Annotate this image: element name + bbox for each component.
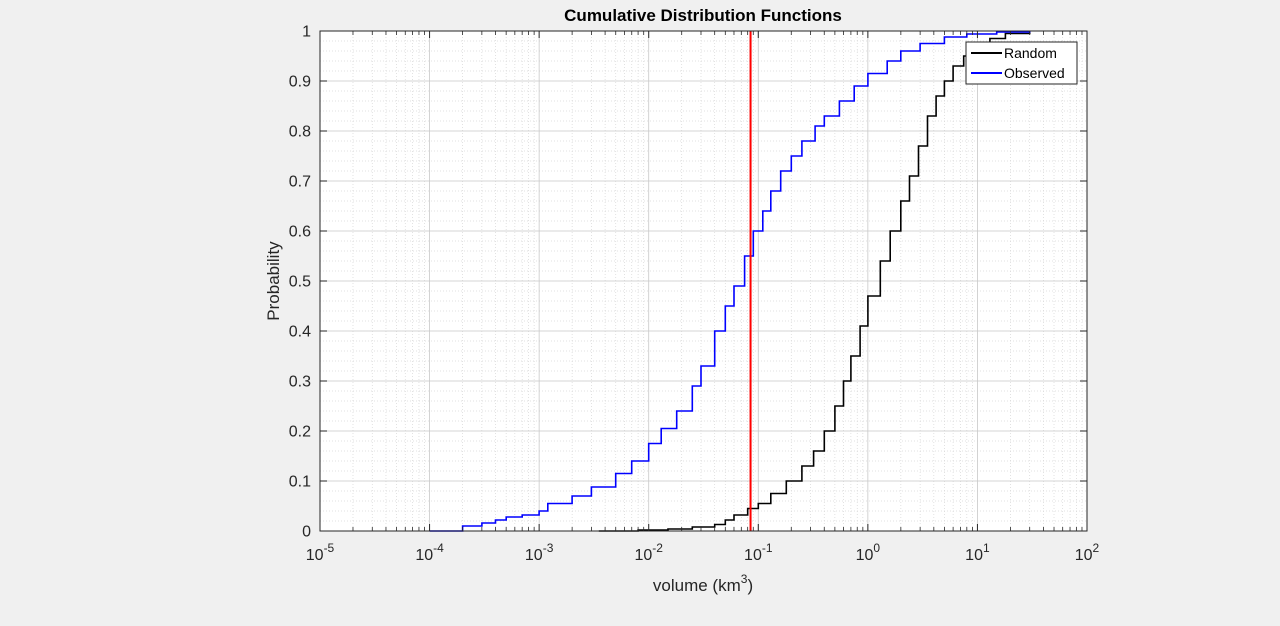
y-tick-label: 0.1 (289, 474, 311, 491)
y-tick-label: 0.8 (289, 124, 311, 141)
tick-marks (319, 30, 1088, 532)
x-tick-label: 10-4 (415, 541, 444, 564)
x-tick-labels: 10-5 10-4 10-3 10-2 10-1 100 101 102 (306, 541, 1100, 564)
series-line-random (598, 31, 1031, 532)
y-axis-label: Probability (264, 241, 283, 321)
legend[interactable]: Random Observed (965, 41, 1078, 85)
x-tick-label: 102 (1075, 541, 1100, 564)
y-tick-label: 0.5 (289, 274, 311, 291)
y-tick-label: 0.6 (289, 224, 311, 241)
x-tick-label: 10-5 (306, 541, 335, 564)
y-tick-label: 0.7 (289, 174, 311, 191)
series-line-observed (429, 31, 1031, 532)
y-tick-label: 0 (302, 524, 311, 541)
chart-title: Cumulative Distribution Functions (564, 6, 842, 25)
legend-label-random: Random (1004, 45, 1057, 61)
y-tick-label: 0.9 (289, 74, 311, 91)
legend-box (965, 41, 1078, 85)
y-tick-labels: 0 0.1 0.2 0.3 0.4 0.5 0.6 0.7 0.8 0.9 1 (289, 24, 311, 541)
y-tick-label: 1 (302, 24, 311, 41)
x-tick-label: 10-1 (744, 541, 773, 564)
x-tick-label: 100 (856, 541, 881, 564)
y-tick-label: 0.3 (289, 374, 311, 391)
legend-label-observed: Observed (1004, 65, 1065, 81)
series-layer (429, 31, 1031, 532)
x-tick-label: 101 (965, 541, 990, 564)
x-tick-label: 10-3 (525, 541, 554, 564)
y-tick-label: 0.2 (289, 424, 311, 441)
x-axis-label: volume (km3) (653, 572, 753, 595)
x-tick-label: 10-2 (634, 541, 663, 564)
y-tick-label: 0.4 (289, 324, 311, 341)
